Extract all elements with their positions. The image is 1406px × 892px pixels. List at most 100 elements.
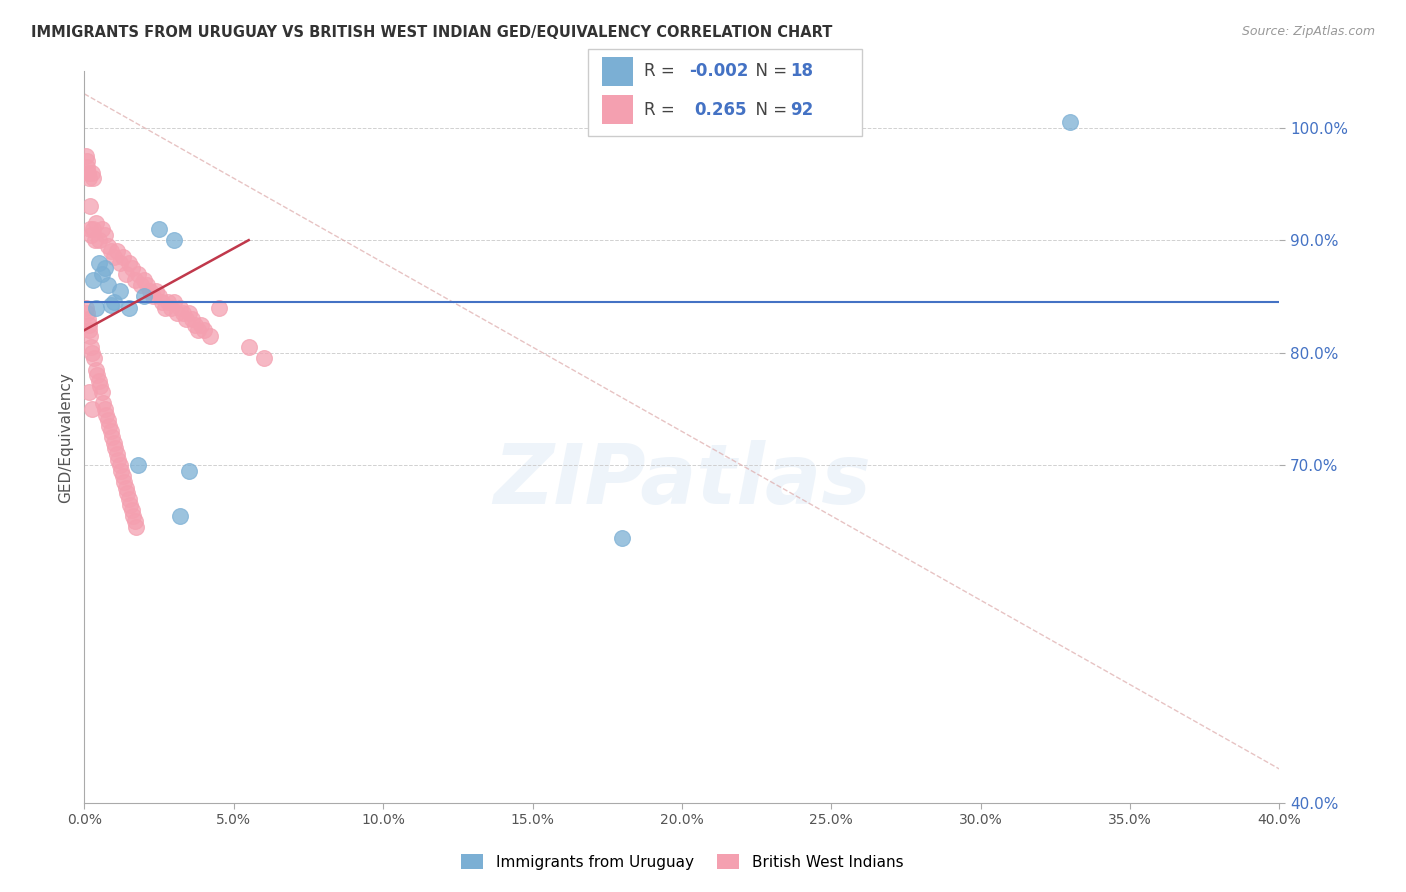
Point bbox=[110, 255, 132, 269]
Point bbox=[190, 318, 212, 332]
Point bbox=[160, 301, 183, 315]
Point bbox=[117, 491, 139, 506]
Point bbox=[124, 272, 146, 286]
Point bbox=[148, 289, 170, 303]
Text: -0.002: -0.002 bbox=[689, 62, 748, 80]
Point bbox=[166, 306, 188, 320]
Point bbox=[112, 250, 135, 264]
Point bbox=[163, 233, 186, 247]
Point bbox=[89, 233, 111, 247]
Point bbox=[89, 255, 111, 269]
Point bbox=[80, 227, 103, 242]
Point bbox=[80, 401, 103, 416]
Point bbox=[124, 515, 146, 529]
Point bbox=[76, 160, 98, 174]
Point bbox=[163, 295, 186, 310]
Point bbox=[77, 166, 100, 180]
Point bbox=[115, 267, 138, 281]
Point bbox=[97, 413, 120, 427]
Point bbox=[79, 222, 101, 236]
Point bbox=[184, 318, 207, 332]
Point bbox=[103, 435, 125, 450]
Point bbox=[82, 171, 104, 186]
Point bbox=[108, 458, 131, 473]
Point bbox=[193, 323, 215, 337]
Point bbox=[157, 295, 180, 310]
Text: R =: R = bbox=[644, 62, 681, 80]
Point bbox=[125, 520, 148, 534]
Point bbox=[169, 508, 191, 523]
Point bbox=[94, 261, 117, 276]
Point bbox=[101, 430, 124, 444]
Point bbox=[83, 233, 105, 247]
Point bbox=[127, 458, 149, 473]
Point bbox=[97, 239, 120, 253]
Point bbox=[118, 255, 141, 269]
Point bbox=[132, 289, 156, 303]
Point bbox=[80, 166, 103, 180]
Point bbox=[93, 401, 115, 416]
Point bbox=[89, 379, 111, 393]
Point bbox=[107, 452, 129, 467]
Point bbox=[100, 425, 122, 439]
Text: 18: 18 bbox=[790, 62, 813, 80]
Point bbox=[110, 464, 132, 478]
Point bbox=[174, 312, 197, 326]
Point bbox=[79, 199, 101, 213]
Point bbox=[90, 385, 112, 400]
Point bbox=[150, 295, 173, 310]
Point bbox=[91, 267, 114, 281]
Point bbox=[111, 469, 134, 483]
Point bbox=[83, 351, 105, 366]
Text: R =: R = bbox=[644, 101, 690, 119]
Point bbox=[139, 284, 162, 298]
Point bbox=[177, 306, 200, 320]
Point bbox=[172, 306, 194, 320]
Point bbox=[86, 301, 108, 315]
Legend: Immigrants from Uruguay, British West Indians: Immigrants from Uruguay, British West In… bbox=[454, 847, 910, 876]
Point bbox=[75, 301, 97, 315]
Text: Source: ZipAtlas.com: Source: ZipAtlas.com bbox=[1241, 25, 1375, 38]
Point bbox=[77, 171, 100, 186]
Text: 0.265: 0.265 bbox=[695, 101, 747, 119]
Point bbox=[208, 301, 231, 315]
Point bbox=[142, 289, 165, 303]
Point bbox=[1059, 115, 1081, 129]
Point bbox=[77, 323, 100, 337]
Point bbox=[169, 301, 191, 315]
Text: 92: 92 bbox=[790, 101, 814, 119]
Point bbox=[76, 154, 98, 169]
Point bbox=[121, 508, 143, 523]
Point bbox=[105, 447, 128, 461]
Point bbox=[77, 318, 100, 332]
Point bbox=[97, 278, 120, 293]
Point bbox=[118, 498, 141, 512]
Point bbox=[84, 362, 107, 376]
Point bbox=[238, 340, 260, 354]
Point bbox=[118, 301, 141, 315]
Point bbox=[253, 351, 276, 366]
Point bbox=[115, 486, 138, 500]
Point bbox=[121, 261, 143, 276]
Text: ZIPatlas: ZIPatlas bbox=[494, 441, 870, 522]
Point bbox=[100, 244, 122, 259]
Text: IMMIGRANTS FROM URUGUAY VS BRITISH WEST INDIAN GED/EQUIVALENCY CORRELATION CHART: IMMIGRANTS FROM URUGUAY VS BRITISH WEST … bbox=[31, 25, 832, 40]
Point bbox=[100, 298, 122, 312]
Point bbox=[153, 301, 176, 315]
Point bbox=[80, 340, 103, 354]
Point bbox=[103, 250, 125, 264]
Point bbox=[77, 385, 100, 400]
Point bbox=[91, 396, 114, 410]
Point bbox=[79, 328, 101, 343]
Point bbox=[112, 475, 135, 489]
Point bbox=[87, 374, 110, 388]
Point bbox=[612, 532, 634, 546]
Point bbox=[82, 345, 104, 359]
Point bbox=[105, 244, 128, 259]
Point bbox=[76, 306, 98, 320]
Point bbox=[86, 216, 108, 230]
Point bbox=[132, 272, 156, 286]
Point bbox=[127, 267, 149, 281]
Text: N =: N = bbox=[745, 101, 793, 119]
Point bbox=[97, 418, 120, 433]
